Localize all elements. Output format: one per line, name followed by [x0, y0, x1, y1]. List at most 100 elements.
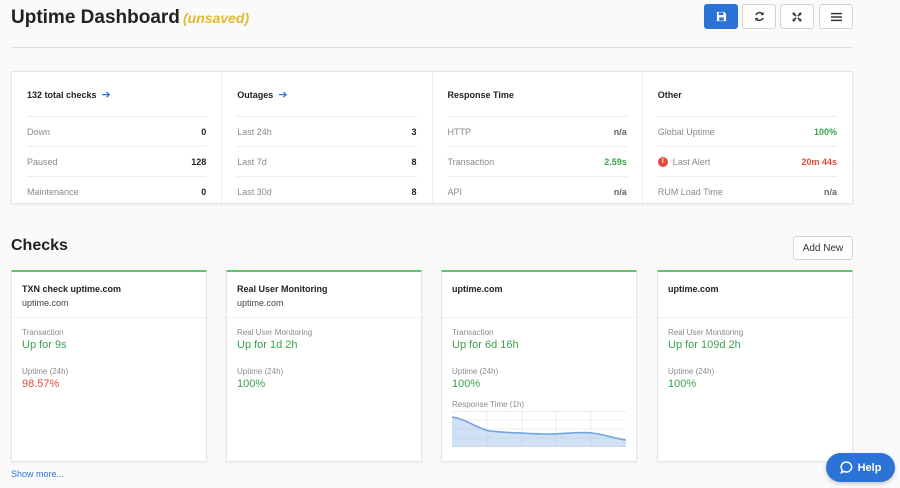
stat-row: Last 30d 8 — [237, 176, 417, 206]
last-alert-label-group: ! Last Alert — [657, 156, 711, 167]
unsaved-status: (unsaved) — [183, 10, 250, 26]
uptime-label: Uptime (24h) — [237, 367, 284, 376]
check-status: Up for 9s — [22, 339, 67, 351]
card-header: TXN check uptime.com uptime.com — [12, 272, 206, 318]
stat-row: Maintenance 0 — [27, 176, 207, 206]
card-header: uptime.com — [658, 272, 852, 318]
stat-label: Last Alert — [672, 156, 711, 167]
stat-label: HTTP — [447, 126, 472, 137]
stat-label: Transaction — [447, 156, 495, 167]
card-title: Real User Monitoring — [237, 284, 328, 294]
stat-row: Global Uptime 100% — [657, 116, 837, 146]
uptime-value: 100% — [668, 378, 697, 390]
uptime-label: Uptime (24h) — [22, 367, 69, 376]
stat-label: Down — [27, 126, 51, 137]
help-button[interactable]: Help — [826, 453, 895, 482]
stat-value: 3 — [411, 126, 417, 137]
uptime-value: 100% — [452, 378, 481, 390]
outages-title: Outages — [237, 89, 274, 100]
stat-label: Last 30d — [237, 186, 272, 197]
arrow-right-icon: ➔ — [278, 89, 288, 101]
stats-outages-column: Outages ➔ Last 24h 3 Last 7d 8 Last 30d 8 — [222, 72, 433, 206]
stat-value: 20m 44s — [801, 156, 837, 167]
stat-label: Paused — [27, 156, 58, 167]
stat-value: n/a — [613, 126, 627, 137]
card-title: uptime.com — [452, 284, 503, 294]
add-new-button[interactable]: Add New — [793, 236, 853, 260]
other-title-text: Other — [657, 89, 682, 100]
card-title: uptime.com — [668, 284, 719, 294]
stat-value: 8 — [411, 156, 417, 167]
stat-row: ! Last Alert 20m 44s — [657, 146, 837, 176]
stat-label: Last 7d — [237, 156, 267, 167]
help-label: Help — [857, 461, 882, 474]
check-status: Up for 1d 2h — [237, 339, 298, 351]
stat-value: 2.59s — [604, 156, 627, 167]
stat-row: HTTP n/a — [447, 116, 627, 146]
alert-icon: ! — [657, 156, 668, 167]
fullscreen-icon — [792, 11, 802, 22]
checks-section-title: Checks — [11, 237, 68, 254]
stat-value: 0 — [201, 186, 207, 197]
card-body: Transaction Up for 6d 16h Uptime (24h) 1… — [442, 318, 636, 452]
stat-label: Maintenance — [27, 186, 79, 197]
card-title: TXN check uptime.com — [22, 284, 122, 294]
stat-value: n/a — [823, 186, 837, 197]
page-header: Uptime Dashboard (unsaved) — [11, 0, 853, 48]
card-subtitle: uptime.com — [22, 298, 69, 308]
stat-label: Last 24h — [237, 126, 272, 137]
save-button[interactable] — [704, 4, 738, 29]
stats-response-column: Response Time HTTP n/a Transaction 2.59s A… — [433, 72, 643, 203]
page-title: Uptime Dashboard — [11, 7, 180, 28]
refresh-button[interactable] — [742, 4, 776, 29]
uptime-value: 100% — [237, 378, 266, 390]
response-chart-label: Response Time (1h) — [452, 400, 525, 409]
stat-value: 0 — [201, 126, 207, 137]
check-card[interactable]: Real User Monitoring uptime.com Real Use… — [226, 270, 422, 462]
stat-row: Paused 128 — [27, 146, 207, 176]
card-body: Real User Monitoring Up for 109d 2h Upti… — [658, 318, 852, 392]
stat-label: RUM Load Time — [657, 186, 723, 197]
outages-link[interactable]: Outages ➔ — [237, 72, 416, 116]
stat-row: Last 7d 8 — [237, 146, 417, 176]
check-status: Up for 109d 2h — [668, 339, 741, 351]
arrow-right-icon: ➔ — [101, 89, 111, 101]
other-title: Other — [658, 72, 837, 116]
save-icon — [716, 11, 726, 22]
card-subtitle: uptime.com — [237, 298, 284, 308]
card-header: uptime.com — [442, 272, 636, 318]
stat-label: API — [447, 186, 463, 197]
response-time-sparkline — [451, 411, 627, 447]
check-type-label: Transaction — [452, 328, 494, 337]
check-card[interactable]: uptime.com Transaction Up for 6d 16h Upt… — [441, 270, 637, 462]
menu-button[interactable] — [819, 4, 853, 29]
stat-value: 8 — [411, 186, 417, 197]
stats-panel: 132 total checks ➔ Down 0 Paused 128 Maint… — [11, 71, 853, 204]
fullscreen-button[interactable] — [780, 4, 814, 29]
stat-row: Last 24h 3 — [237, 116, 417, 146]
card-body: Real User Monitoring Up for 1d 2h Uptime… — [227, 318, 421, 392]
check-card[interactable]: uptime.com Real User Monitoring Up for 1… — [657, 270, 853, 462]
response-title-text: Response Time — [447, 89, 514, 100]
stat-row: Transaction 2.59s — [447, 146, 627, 176]
stats-checks-column: 132 total checks ➔ Down 0 Paused 128 Maint… — [12, 72, 223, 206]
show-more-link[interactable]: Show more... — [11, 469, 65, 479]
stat-value: 100% — [813, 126, 837, 137]
menu-icon — [830, 12, 842, 21]
check-type-label: Real User Monitoring — [668, 328, 744, 337]
refresh-icon — [754, 11, 764, 22]
check-type-label: Transaction — [22, 328, 64, 337]
check-type-label: Real User Monitoring — [237, 328, 313, 337]
check-card[interactable]: TXN check uptime.com uptime.com Transact… — [11, 270, 207, 462]
stat-value: n/a — [613, 186, 627, 197]
stat-row: RUM Load Time n/a — [657, 176, 837, 206]
card-header: Real User Monitoring uptime.com — [227, 272, 421, 318]
uptime-value: 98.57% — [22, 378, 60, 390]
total-checks-title: 132 total checks — [27, 89, 97, 100]
uptime-label: Uptime (24h) — [668, 367, 715, 376]
total-checks-link[interactable]: 132 total checks ➔ — [27, 72, 206, 116]
stat-row: API n/a — [447, 176, 627, 206]
stat-value: 128 — [191, 156, 207, 167]
response-time-title: Response Time — [448, 72, 627, 116]
